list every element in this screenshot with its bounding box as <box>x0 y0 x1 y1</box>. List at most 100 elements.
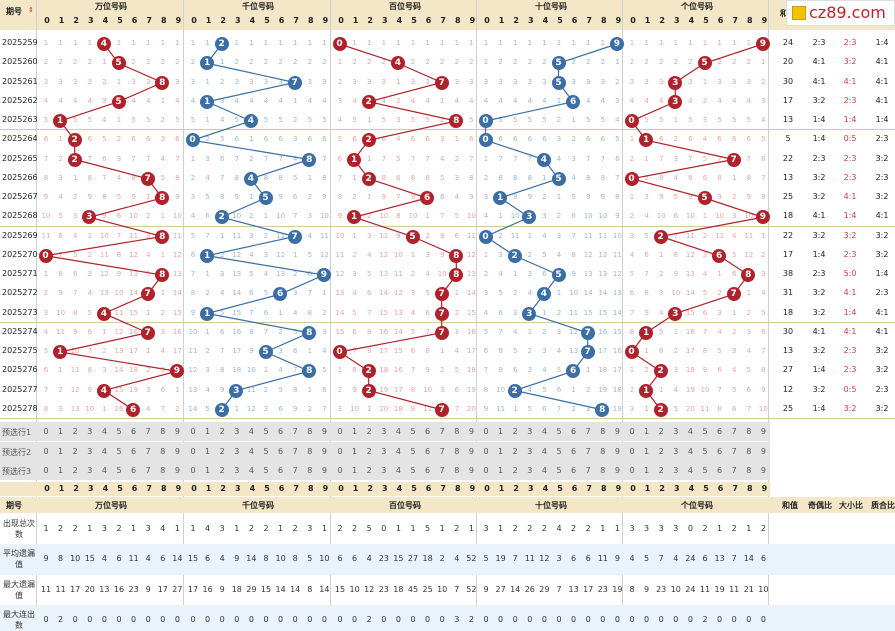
predict-digit[interactable]: 3 <box>381 446 387 456</box>
predict-digit[interactable]: 2 <box>72 446 78 456</box>
predict-digit[interactable]: 0 <box>43 466 49 475</box>
predict-digit[interactable]: 3 <box>87 427 93 436</box>
predict-digit[interactable]: 9 <box>174 427 180 436</box>
predict-digit[interactable]: 2 <box>658 446 664 456</box>
predict-digit[interactable]: 4 <box>687 427 693 436</box>
predict-digit[interactable]: 8 <box>454 466 460 475</box>
predict-digit[interactable]: 6 <box>717 427 723 436</box>
predict-digit[interactable]: 2 <box>72 427 78 436</box>
predict-digit[interactable]: 4 <box>248 466 254 475</box>
predict-digit[interactable]: 2 <box>512 427 518 436</box>
predict-digit[interactable]: 5 <box>410 427 416 436</box>
predict-digit[interactable]: 4 <box>395 427 401 436</box>
predict-digit[interactable]: 7 <box>439 427 445 436</box>
issue-header[interactable]: 期号 <box>6 7 22 16</box>
predict-digit[interactable]: 1 <box>58 466 64 475</box>
predict-digit[interactable]: 2 <box>219 466 225 475</box>
predict-digit[interactable]: 6 <box>425 446 431 456</box>
predict-digit[interactable]: 0 <box>190 427 196 436</box>
predict-digit[interactable]: 3 <box>234 427 240 436</box>
predict-digit[interactable]: 1 <box>205 446 211 456</box>
predict-digit[interactable]: 3 <box>527 427 533 436</box>
predict-digit[interactable]: 1 <box>498 427 504 436</box>
predict-digit[interactable]: 9 <box>321 446 327 456</box>
predict-digit[interactable]: 8 <box>307 427 313 436</box>
predict-digit[interactable]: 2 <box>658 427 664 436</box>
predict-digit[interactable]: 4 <box>395 466 401 475</box>
predict-digit[interactable]: 8 <box>746 446 752 456</box>
predict-digit[interactable]: 5 <box>410 466 416 475</box>
predict-digit[interactable]: 6 <box>131 446 137 456</box>
predict-digit[interactable]: 1 <box>498 446 504 456</box>
predict-digit[interactable]: 7 <box>731 466 737 475</box>
predict-digit[interactable]: 1 <box>205 466 211 475</box>
predict-digit[interactable]: 0 <box>43 427 49 436</box>
predict-digit[interactable]: 8 <box>600 466 606 475</box>
predict-digit[interactable]: 2 <box>512 466 518 475</box>
predict-digit[interactable]: 5 <box>116 446 122 456</box>
predict-digit[interactable]: 1 <box>58 446 64 456</box>
predict-digit[interactable]: 0 <box>190 446 196 456</box>
predict-digit[interactable]: 3 <box>673 446 679 456</box>
predict-digit[interactable]: 3 <box>87 466 93 475</box>
predict-digit[interactable]: 5 <box>556 427 562 436</box>
predict-digit[interactable]: 4 <box>687 466 693 475</box>
predict-digit[interactable]: 2 <box>219 427 225 436</box>
predict-digit[interactable]: 9 <box>760 466 766 475</box>
predict-digit[interactable]: 8 <box>160 466 166 475</box>
predict-digit[interactable]: 6 <box>425 466 431 475</box>
predict-digit[interactable]: 7 <box>292 427 298 436</box>
predict-digit[interactable]: 7 <box>731 427 737 436</box>
predict-digit[interactable]: 2 <box>366 466 372 475</box>
predict-digit[interactable]: 2 <box>366 446 372 456</box>
predict-digit[interactable]: 1 <box>352 446 358 456</box>
predict-digit[interactable]: 8 <box>160 446 166 456</box>
predict-digit[interactable]: 3 <box>527 446 533 456</box>
predict-digit[interactable]: 3 <box>234 466 240 475</box>
predict-digit[interactable]: 3 <box>381 466 387 475</box>
predict-digit[interactable]: 1 <box>58 427 64 436</box>
predict-digit[interactable]: 2 <box>512 446 518 456</box>
predict-digit[interactable]: 1 <box>352 427 358 436</box>
predict-digit[interactable]: 6 <box>131 427 137 436</box>
predict-digit[interactable]: 5 <box>556 446 562 456</box>
predict-digit[interactable]: 8 <box>454 427 460 436</box>
predict-digit[interactable]: 6 <box>717 446 723 456</box>
predict-digit[interactable]: 6 <box>278 446 284 456</box>
predict-digit[interactable]: 6 <box>278 427 284 436</box>
predict-digit[interactable]: 9 <box>468 427 474 436</box>
predict-digit[interactable]: 4 <box>541 427 547 436</box>
predict-digit[interactable]: 5 <box>263 466 269 475</box>
predict-digit[interactable]: 6 <box>571 427 577 436</box>
predict-digit[interactable]: 4 <box>395 446 401 456</box>
predict-digit[interactable]: 8 <box>307 466 313 475</box>
predict-digit[interactable]: 7 <box>145 446 151 456</box>
predict-digit[interactable]: 0 <box>483 446 489 456</box>
predict-digit[interactable]: 9 <box>614 466 620 475</box>
predict-digit[interactable]: 8 <box>160 427 166 436</box>
predict-digit[interactable]: 8 <box>600 427 606 436</box>
predict-digit[interactable]: 9 <box>468 466 474 475</box>
predict-digit[interactable]: 5 <box>116 427 122 436</box>
predict-digit[interactable]: 9 <box>614 446 620 456</box>
predict-digit[interactable]: 5 <box>263 427 269 436</box>
predict-digit[interactable]: 8 <box>746 427 752 436</box>
predict-digit[interactable]: 9 <box>321 427 327 436</box>
predict-digit[interactable]: 7 <box>292 466 298 475</box>
predict-digit[interactable]: 9 <box>614 427 620 436</box>
predict-digit[interactable]: 7 <box>731 446 737 456</box>
predict-digit[interactable]: 4 <box>541 446 547 456</box>
site-logo[interactable]: cz89.com <box>786 0 895 26</box>
predict-digit[interactable]: 4 <box>541 466 547 475</box>
predict-digit[interactable]: 5 <box>702 446 708 456</box>
predict-digit[interactable]: 5 <box>702 427 708 436</box>
predict-digit[interactable]: 1 <box>205 427 211 436</box>
predict-digit[interactable]: 5 <box>116 466 122 475</box>
predict-digit[interactable]: 5 <box>702 466 708 475</box>
predict-digit[interactable]: 0 <box>43 446 49 456</box>
predict-digit[interactable]: 5 <box>556 466 562 475</box>
predict-digit[interactable]: 0 <box>337 466 343 475</box>
predict-digit[interactable]: 4 <box>248 446 254 456</box>
predict-digit[interactable]: 4 <box>101 427 107 436</box>
predict-digit[interactable]: 0 <box>629 466 635 475</box>
